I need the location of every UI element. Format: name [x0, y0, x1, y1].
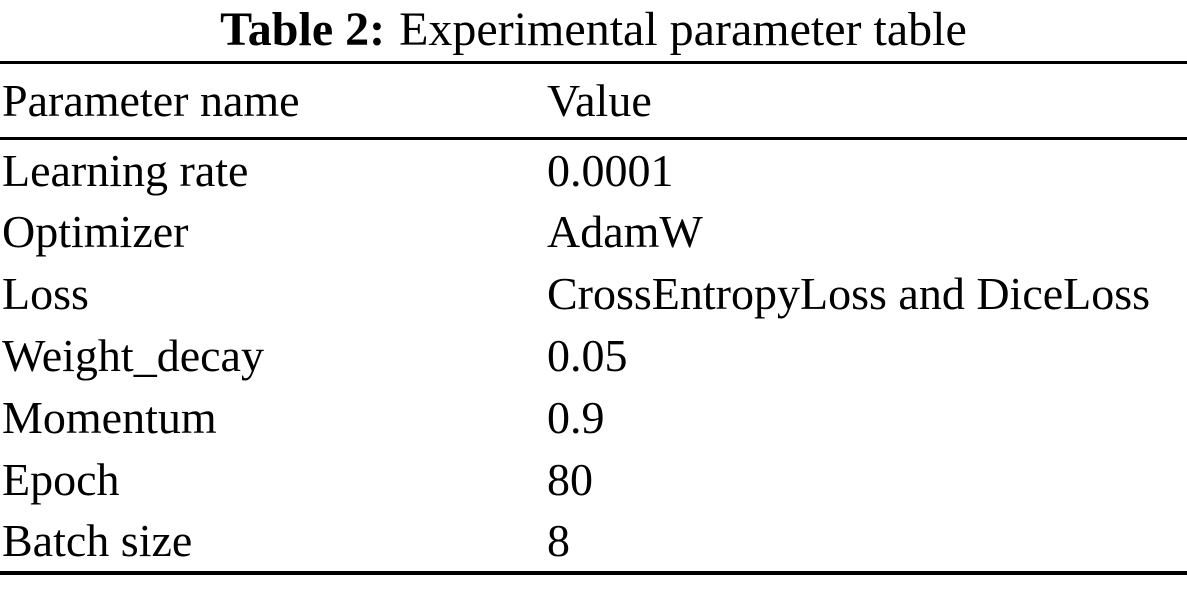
table-row: Momentum 0.9 [0, 387, 1187, 449]
parameter-table: Parameter name Value Learning rate 0.000… [0, 61, 1187, 575]
table-row: Weight_decay 0.05 [0, 325, 1187, 387]
parameter-name-cell: Batch size [2, 515, 193, 566]
parameter-value-cell: 0.9 [547, 392, 605, 443]
parameter-value-cell: CrossEntropyLoss and DiceLoss [547, 268, 1151, 319]
table-header-row: Parameter name Value [0, 63, 1187, 139]
parameter-name-cell: Epoch [2, 454, 120, 505]
parameter-value-cell: AdamW [547, 206, 703, 257]
table-row: Loss CrossEntropyLoss and DiceLoss [0, 263, 1187, 325]
parameter-value-cell: 80 [547, 454, 593, 505]
table-row: Batch size 8 [0, 511, 1187, 573]
table-row: Epoch 80 [0, 449, 1187, 511]
parameter-value-cell: 0.0001 [547, 144, 674, 196]
parameter-name-cell: Weight_decay [2, 330, 264, 381]
table-caption: Table 2: Experimental parameter table [0, 0, 1187, 61]
parameter-value-cell: 0.05 [547, 330, 628, 381]
table-caption-text: Experimental parameter table [399, 3, 967, 56]
table-row: Optimizer AdamW [0, 201, 1187, 263]
column-header-parameter-name: Parameter name [2, 75, 300, 126]
table-row: Learning rate 0.0001 [0, 139, 1187, 201]
column-header-value: Value [547, 75, 652, 126]
table-caption-label: Table 2: [220, 3, 386, 56]
parameter-name-cell: Optimizer [2, 206, 189, 257]
parameter-name-cell: Loss [2, 268, 89, 319]
parameter-value-cell: 8 [547, 515, 570, 566]
parameter-name-cell: Momentum [2, 392, 217, 443]
table-body: Learning rate 0.0001 Optimizer AdamW Los… [0, 139, 1187, 573]
parameter-name-cell: Learning rate [2, 144, 249, 196]
